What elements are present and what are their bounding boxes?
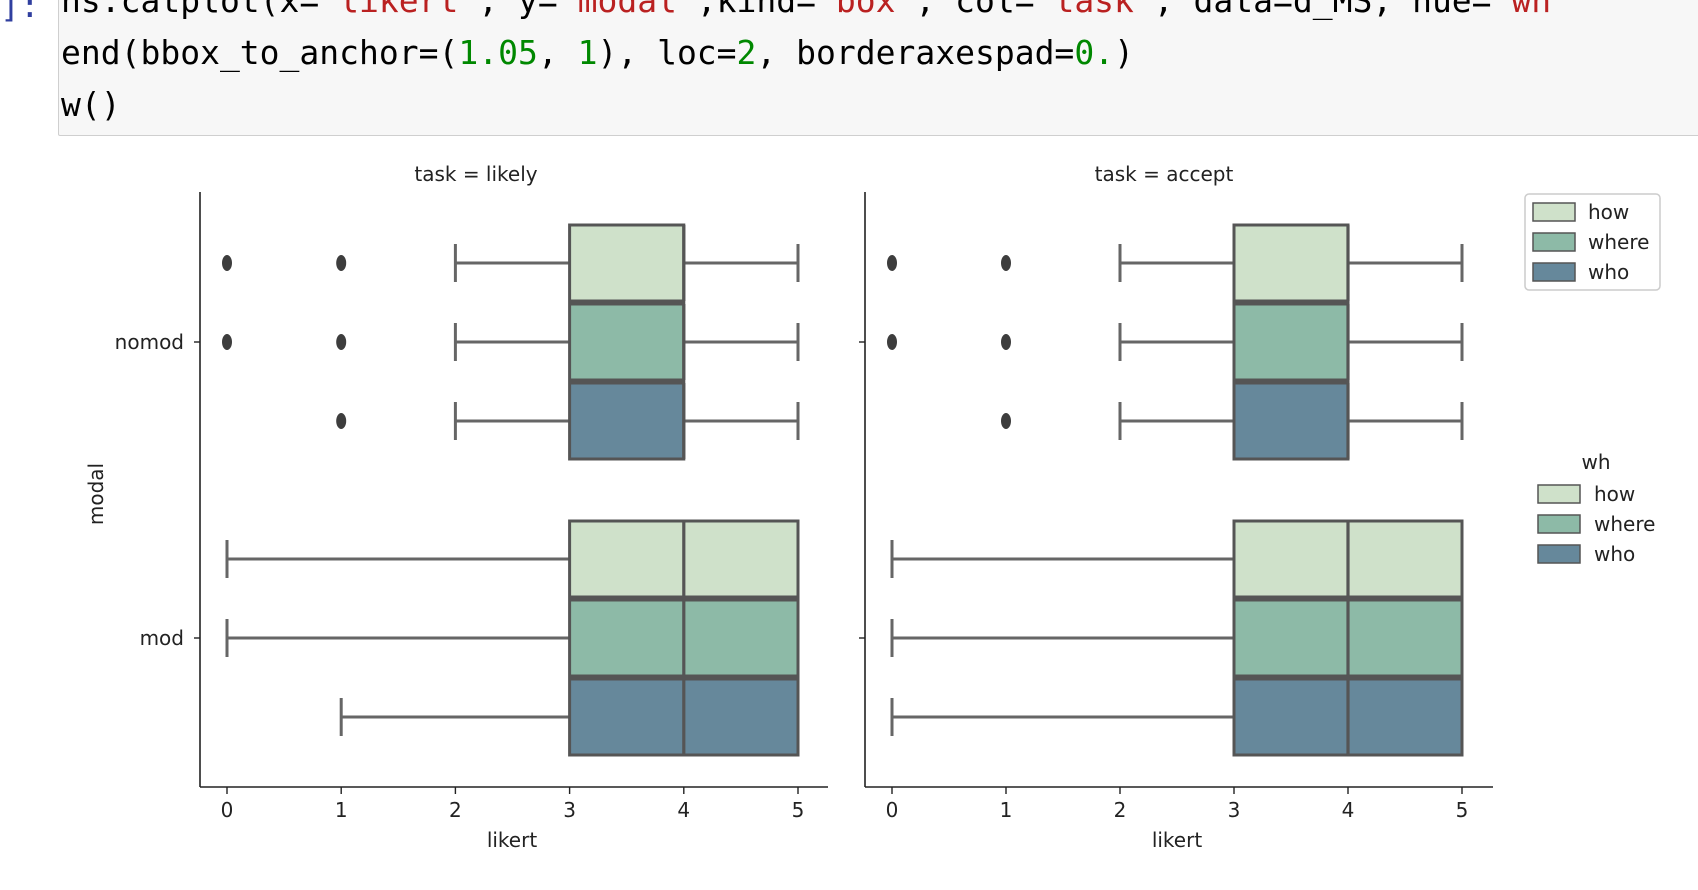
code-token: "task" [1034, 0, 1154, 20]
box-where [568, 302, 686, 382]
code-token: "modal" [557, 0, 697, 20]
box-who [568, 381, 686, 461]
outlier-point [222, 255, 232, 271]
outlier-point [887, 255, 897, 271]
code-token: w() [61, 85, 121, 124]
box-where [1232, 302, 1350, 382]
x-axis-label: likert [1152, 828, 1203, 852]
legend-swatch-who [1532, 262, 1576, 282]
y-tick-label: nomod [115, 330, 184, 354]
legend-swatch-how [1537, 484, 1581, 504]
outlier-point [336, 255, 347, 271]
legend-label: how [1588, 200, 1629, 224]
outlier-point [336, 334, 347, 350]
legend-swatch-how [1532, 202, 1576, 222]
box-how [568, 223, 686, 303]
cell-prompt: ]: [0, 0, 40, 25]
legend-swatch-where [1537, 514, 1581, 534]
code-token: 0. [1074, 33, 1115, 72]
code-token: , [537, 33, 578, 72]
y-tick-label: mod [140, 626, 184, 650]
outlier-point [336, 413, 347, 429]
x-tick-label: 3 [563, 798, 576, 822]
code-token: ,kind= [696, 0, 817, 20]
x-tick-label: 3 [1228, 798, 1241, 822]
x-tick-label: 4 [1342, 798, 1355, 822]
code-token: , borderaxespad= [756, 33, 1075, 72]
code-token: , data=d_MS, hue= [1153, 0, 1492, 20]
outlier-point [887, 334, 897, 350]
code-token: ), loc= [597, 33, 737, 72]
x-axis-label: likert [487, 828, 538, 852]
code-line-1: ns.catplot(x="likert", y="modal",kind="b… [61, 0, 1551, 21]
x-tick-label: 0 [886, 798, 899, 822]
code-token: 1.05 [458, 33, 538, 72]
code-token: , y= [478, 0, 558, 20]
code-token: 1 [577, 33, 598, 72]
legend-label: how [1594, 482, 1635, 506]
legend-label: where [1588, 230, 1649, 254]
code-token: end(bbox_to_anchor=( [61, 33, 459, 72]
x-tick-label: 4 [677, 798, 690, 822]
x-tick-label: 2 [1114, 798, 1127, 822]
code-line-2: end(bbox_to_anchor=(1.05, 1), loc=2, bor… [61, 33, 1134, 73]
x-tick-label: 5 [1456, 798, 1469, 822]
outlier-point [1001, 334, 1011, 350]
box-who [1232, 381, 1350, 461]
code-token: ns.catplot(x= [61, 0, 320, 20]
code-token: "box" [816, 0, 916, 20]
legend-swatch-who [1537, 544, 1581, 564]
x-tick-label: 1 [1000, 798, 1013, 822]
outlier-point [222, 334, 232, 350]
code-token: "wh [1491, 0, 1552, 20]
x-tick-label: 1 [335, 798, 348, 822]
x-tick-label: 0 [221, 798, 234, 822]
y-axis-label: modal [84, 463, 108, 525]
code-token: ) [1114, 33, 1134, 72]
outlier-point [1001, 255, 1011, 271]
legend-label: who [1594, 542, 1635, 566]
panel-title: task = likely [414, 162, 537, 186]
outlier-point [1001, 413, 1011, 429]
legend-label: where [1594, 512, 1655, 536]
code-token: 2 [736, 33, 757, 72]
legend-title: wh [1581, 450, 1610, 474]
code-cell[interactable]: ns.catplot(x="likert", y="modal",kind="b… [58, 0, 1698, 136]
legend-label: who [1588, 260, 1629, 284]
code-line-3: w() [61, 85, 121, 125]
panel-title: task = accept [1095, 162, 1234, 186]
x-tick-label: 2 [449, 798, 462, 822]
code-token: , col= [915, 0, 1035, 20]
legend-swatch-where [1532, 232, 1576, 252]
x-tick-label: 5 [792, 798, 805, 822]
box-how [1232, 223, 1350, 303]
code-token: "likert" [319, 0, 479, 20]
